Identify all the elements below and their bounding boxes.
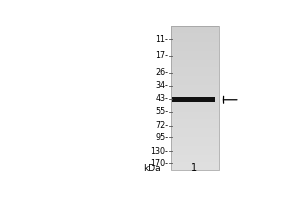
Bar [171, 75, 219, 76]
Bar [171, 78, 219, 80]
Bar [171, 144, 219, 146]
Bar [171, 51, 219, 53]
Bar [171, 152, 219, 153]
Bar [171, 57, 219, 59]
Bar [171, 132, 219, 134]
Bar [171, 148, 219, 150]
Bar [171, 110, 219, 112]
Bar [171, 107, 219, 109]
Text: 1: 1 [191, 163, 197, 173]
Bar [171, 157, 219, 159]
Text: 43-: 43- [155, 94, 168, 103]
Bar [171, 39, 219, 41]
Bar [171, 125, 219, 127]
Text: 170-: 170- [150, 159, 168, 168]
Bar [171, 166, 219, 168]
Bar [171, 30, 219, 32]
Text: kDa: kDa [143, 164, 161, 173]
Bar [171, 94, 219, 96]
Bar [171, 164, 219, 166]
Bar [171, 42, 219, 44]
Bar [171, 105, 219, 107]
Bar [171, 139, 219, 141]
Bar [171, 143, 219, 144]
Bar [171, 28, 219, 30]
Bar [171, 80, 219, 82]
Bar [171, 114, 219, 116]
Text: 95-: 95- [155, 133, 168, 142]
Bar [171, 64, 219, 66]
Bar [171, 98, 219, 100]
Bar [171, 103, 219, 105]
Bar [171, 37, 219, 39]
Bar [171, 32, 219, 33]
Bar [171, 87, 219, 89]
Bar [171, 119, 219, 121]
Bar [171, 67, 219, 69]
Text: 130-: 130- [151, 147, 168, 156]
Bar [171, 136, 219, 137]
Text: 34-: 34- [155, 81, 168, 90]
Bar [171, 53, 219, 55]
Bar [171, 91, 219, 93]
Text: 17-: 17- [155, 51, 168, 60]
Bar [171, 66, 219, 67]
Bar [171, 84, 219, 85]
Text: 11-: 11- [155, 35, 168, 44]
Bar [171, 102, 219, 103]
Bar [171, 150, 219, 152]
Bar [171, 100, 219, 102]
Bar [171, 55, 219, 57]
Bar [171, 33, 219, 35]
Bar [171, 35, 219, 37]
Bar [171, 50, 219, 51]
Bar [171, 137, 219, 139]
Bar [171, 48, 219, 50]
Bar [171, 146, 219, 148]
Bar [171, 93, 219, 94]
Bar [171, 141, 219, 143]
Bar [171, 153, 219, 155]
Bar [171, 73, 219, 75]
Bar [171, 26, 219, 28]
Text: 55-: 55- [155, 107, 168, 116]
Bar [171, 89, 219, 91]
Bar [171, 121, 219, 123]
Bar [171, 159, 219, 161]
Bar [171, 161, 219, 162]
Bar [171, 118, 219, 119]
Bar [171, 44, 219, 46]
Bar [171, 60, 219, 62]
Bar [171, 41, 219, 42]
Bar [171, 127, 219, 128]
Bar [171, 71, 219, 73]
Bar [171, 46, 219, 48]
Bar [171, 59, 219, 60]
Bar [171, 69, 219, 71]
Bar [171, 130, 219, 132]
Bar [172, 97, 215, 102]
Bar [171, 168, 219, 170]
Bar [171, 123, 219, 125]
Bar [171, 26, 219, 170]
Bar [171, 116, 219, 118]
Bar [171, 128, 219, 130]
Bar [171, 76, 219, 78]
Text: 26-: 26- [155, 68, 168, 77]
Bar [171, 155, 219, 157]
Text: 72-: 72- [155, 121, 168, 130]
Bar [171, 62, 219, 64]
Bar [171, 162, 219, 164]
Bar [171, 109, 219, 110]
Bar [171, 85, 219, 87]
Bar [171, 112, 219, 114]
Bar [171, 82, 219, 84]
Bar [171, 96, 219, 98]
Bar [171, 134, 219, 136]
